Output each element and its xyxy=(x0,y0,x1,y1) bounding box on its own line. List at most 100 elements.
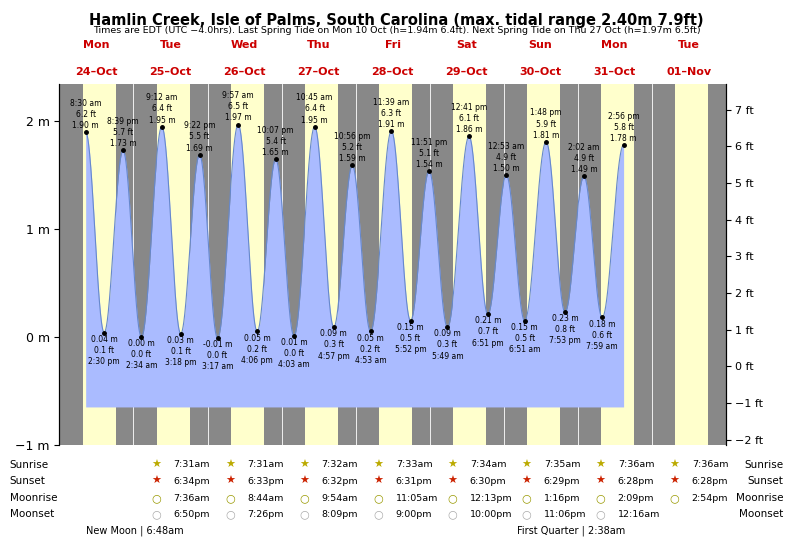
Text: ○: ○ xyxy=(522,493,531,503)
Text: ○: ○ xyxy=(447,493,457,503)
Text: Sun: Sun xyxy=(529,40,553,50)
Text: ★: ★ xyxy=(521,460,531,469)
Text: 7:31am: 7:31am xyxy=(174,460,210,469)
Text: ★: ★ xyxy=(596,476,605,486)
Text: 6:34pm: 6:34pm xyxy=(174,477,210,486)
Text: 11:05am: 11:05am xyxy=(396,494,438,502)
Text: 6:29pm: 6:29pm xyxy=(544,477,580,486)
Text: 30–Oct: 30–Oct xyxy=(519,67,561,77)
Text: 6:28pm: 6:28pm xyxy=(618,477,654,486)
Text: ★: ★ xyxy=(151,460,161,469)
Text: 2:54pm: 2:54pm xyxy=(691,494,728,502)
Text: 12:13pm: 12:13pm xyxy=(469,494,512,502)
Text: ★: ★ xyxy=(447,460,458,469)
Text: 31–Oct: 31–Oct xyxy=(593,67,636,77)
Text: 12:53 am
4.9 ft
1.50 m: 12:53 am 4.9 ft 1.50 m xyxy=(488,142,524,173)
Text: 25–Oct: 25–Oct xyxy=(149,67,192,77)
Bar xyxy=(453,84,486,445)
Bar xyxy=(379,84,412,445)
Text: 0.01 m
0.0 ft
4:03 am: 0.01 m 0.0 ft 4:03 am xyxy=(278,338,310,369)
Text: Moonset: Moonset xyxy=(739,509,783,519)
Text: 7:36am: 7:36am xyxy=(691,460,728,469)
Text: Sat: Sat xyxy=(456,40,477,50)
Text: 7:36am: 7:36am xyxy=(618,460,654,469)
Text: 7:26pm: 7:26pm xyxy=(247,510,284,519)
Text: 0.15 m
0.5 ft
6:51 am: 0.15 m 0.5 ft 6:51 am xyxy=(509,323,540,354)
Text: 9:00pm: 9:00pm xyxy=(396,510,432,519)
Text: 24–Oct: 24–Oct xyxy=(75,67,117,77)
Text: 12:16am: 12:16am xyxy=(618,510,660,519)
Text: ★: ★ xyxy=(521,476,531,486)
Text: 0.03 m
0.1 ft
3:18 pm: 0.03 m 0.1 ft 3:18 pm xyxy=(165,336,197,367)
Text: 9:57 am
6.5 ft
1.97 m: 9:57 am 6.5 ft 1.97 m xyxy=(222,91,254,122)
Text: ○: ○ xyxy=(374,493,383,503)
Bar xyxy=(82,84,116,445)
Text: 8:30 am
6.2 ft
1.90 m: 8:30 am 6.2 ft 1.90 m xyxy=(70,99,102,130)
Text: New Moon | 6:48am: New Moon | 6:48am xyxy=(86,526,184,536)
Text: ★: ★ xyxy=(151,476,161,486)
Text: 0.21 m
0.7 ft
6:51 pm: 0.21 m 0.7 ft 6:51 pm xyxy=(472,316,504,348)
Text: 29–Oct: 29–Oct xyxy=(446,67,488,77)
Text: 10:56 pm
5.2 ft
1.59 m: 10:56 pm 5.2 ft 1.59 m xyxy=(334,132,370,163)
Text: 11:51 pm
5.1 ft
1.54 m: 11:51 pm 5.1 ft 1.54 m xyxy=(411,137,447,169)
Text: Moonrise: Moonrise xyxy=(736,493,783,503)
Text: 9:22 pm
5.5 ft
1.69 m: 9:22 pm 5.5 ft 1.69 m xyxy=(184,121,215,153)
Text: 2:02 am
4.9 ft
1.49 m: 2:02 am 4.9 ft 1.49 m xyxy=(568,143,600,174)
Text: ★: ★ xyxy=(669,476,680,486)
Text: Thu: Thu xyxy=(307,40,330,50)
Text: 12:41 pm
6.1 ft
1.86 m: 12:41 pm 6.1 ft 1.86 m xyxy=(451,103,487,134)
Text: Sunrise: Sunrise xyxy=(745,460,783,469)
Text: Moonrise: Moonrise xyxy=(10,493,57,503)
Text: ★: ★ xyxy=(299,460,309,469)
Text: Tue: Tue xyxy=(678,40,699,50)
Text: 6:50pm: 6:50pm xyxy=(174,510,210,519)
Text: 8:39 pm
5.7 ft
1.73 m: 8:39 pm 5.7 ft 1.73 m xyxy=(107,117,139,148)
Text: ○: ○ xyxy=(669,493,679,503)
Text: 0.09 m
0.3 ft
5:49 am: 0.09 m 0.3 ft 5:49 am xyxy=(431,329,463,361)
Text: Sunset: Sunset xyxy=(748,476,783,486)
Text: 2:09pm: 2:09pm xyxy=(618,494,654,502)
Text: ★: ★ xyxy=(299,476,309,486)
Text: 1:48 pm
5.9 ft
1.81 m: 1:48 pm 5.9 ft 1.81 m xyxy=(531,108,562,140)
Text: 6:32pm: 6:32pm xyxy=(322,477,358,486)
Bar xyxy=(157,84,190,445)
Bar xyxy=(527,84,560,445)
Text: 6:33pm: 6:33pm xyxy=(247,477,285,486)
Text: 6:30pm: 6:30pm xyxy=(469,477,507,486)
Text: Fri: Fri xyxy=(385,40,400,50)
Text: 7:31am: 7:31am xyxy=(247,460,284,469)
Text: ○: ○ xyxy=(374,509,383,519)
Text: 0.00 m
0.0 ft
2:34 am: 0.00 m 0.0 ft 2:34 am xyxy=(125,339,157,370)
Text: Mon: Mon xyxy=(83,40,109,50)
Text: 0.04 m
0.1 ft
2:30 pm: 0.04 m 0.1 ft 2:30 pm xyxy=(88,335,120,366)
Text: 8:44am: 8:44am xyxy=(247,494,284,502)
Text: 1:16pm: 1:16pm xyxy=(544,494,580,502)
Text: 6:31pm: 6:31pm xyxy=(396,477,432,486)
Text: ○: ○ xyxy=(225,493,235,503)
Text: 0.23 m
0.8 ft
7:53 pm: 0.23 m 0.8 ft 7:53 pm xyxy=(549,314,580,345)
Text: 7:34am: 7:34am xyxy=(469,460,506,469)
Text: 7:36am: 7:36am xyxy=(174,494,210,502)
Text: 8:09pm: 8:09pm xyxy=(322,510,358,519)
Text: Wed: Wed xyxy=(231,40,259,50)
Text: ★: ★ xyxy=(447,476,458,486)
Text: ○: ○ xyxy=(225,509,235,519)
Text: 6:28pm: 6:28pm xyxy=(691,477,728,486)
Text: 0.05 m
0.2 ft
4:06 pm: 0.05 m 0.2 ft 4:06 pm xyxy=(241,334,273,365)
Text: Moonset: Moonset xyxy=(10,509,54,519)
Text: 11:06pm: 11:06pm xyxy=(544,510,586,519)
Text: ○: ○ xyxy=(596,493,605,503)
Text: Mon: Mon xyxy=(601,40,628,50)
Text: 11:39 am
6.3 ft
1.91 m: 11:39 am 6.3 ft 1.91 m xyxy=(374,98,409,129)
Text: 26–Oct: 26–Oct xyxy=(224,67,266,77)
Text: 7:33am: 7:33am xyxy=(396,460,432,469)
Text: 10:07 pm
5.4 ft
1.65 m: 10:07 pm 5.4 ft 1.65 m xyxy=(258,126,294,157)
Bar xyxy=(305,84,338,445)
Bar xyxy=(601,84,634,445)
Text: ★: ★ xyxy=(374,476,383,486)
Text: 7:35am: 7:35am xyxy=(544,460,580,469)
Text: ★: ★ xyxy=(374,460,383,469)
Text: ★: ★ xyxy=(596,460,605,469)
Text: -0.01 m
0.0 ft
3:17 am: -0.01 m 0.0 ft 3:17 am xyxy=(201,340,233,371)
Text: 7:32am: 7:32am xyxy=(322,460,358,469)
